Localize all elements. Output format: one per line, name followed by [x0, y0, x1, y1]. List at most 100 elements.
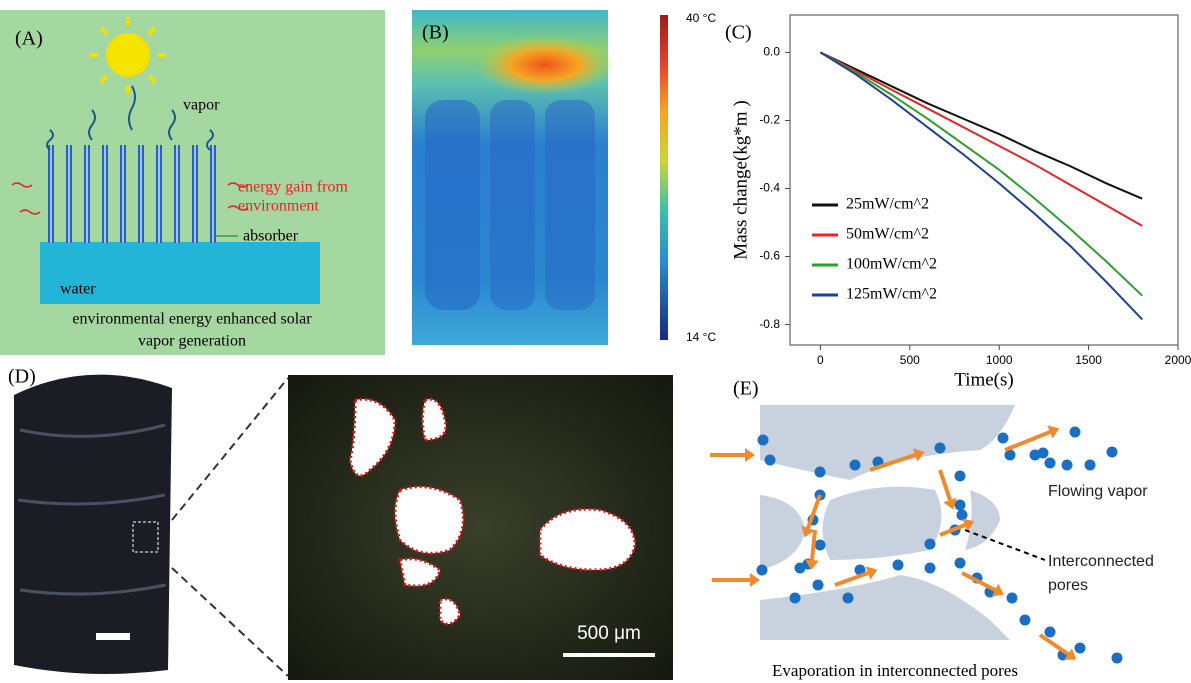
molecule: [955, 471, 966, 482]
x-tick-label: 500: [900, 353, 920, 367]
absorber-core: [212, 145, 214, 243]
absorber-core: [122, 145, 124, 243]
panel-a: (A) vapor energy gain from environment a…: [0, 10, 385, 355]
colorbar-label: 14 °C: [686, 330, 716, 344]
label: water: [60, 281, 96, 298]
molecule: [765, 455, 776, 466]
panel-b: (B) 40 °C 14 °C: [412, 10, 716, 345]
arrow-shaft: [1040, 635, 1068, 654]
molecule: [1045, 458, 1056, 469]
absorber-core: [104, 145, 106, 243]
molecule: [758, 435, 769, 446]
colorbar-label: 40 °C: [686, 11, 716, 25]
panel-label: (D): [8, 366, 36, 388]
panel-label: (B): [422, 22, 449, 44]
y-tick-label: -0.2: [759, 113, 780, 127]
column: [490, 100, 535, 310]
line-series: [820, 52, 1142, 319]
y-tick-label: -0.6: [759, 249, 780, 263]
molecule: [813, 580, 824, 591]
hot-spot: [475, 35, 615, 95]
molecule: [955, 500, 966, 511]
caption: vapor generation: [138, 333, 246, 350]
absorber-core: [176, 145, 178, 243]
molecule: [935, 443, 946, 454]
absorber-core: [50, 145, 52, 243]
sample-photo: [14, 375, 172, 674]
label: Flowing vapor: [1048, 483, 1148, 500]
zoom-line: [172, 568, 288, 676]
molecule: [850, 460, 861, 471]
molecule: [1085, 460, 1096, 471]
solid-region: [823, 487, 942, 560]
legend-label: 125mW/cm^2: [846, 286, 937, 303]
arrow-head: [750, 573, 760, 587]
scale-bar: [563, 653, 655, 657]
y-tick-label: -0.8: [759, 317, 780, 331]
label: environment: [238, 198, 319, 215]
molecule: [790, 593, 801, 604]
column: [425, 100, 480, 310]
x-axis-title: Time(s): [954, 369, 1013, 390]
molecule: [1020, 615, 1031, 626]
label: vapor: [183, 97, 220, 114]
molecule: [815, 540, 826, 551]
absorber-core: [194, 145, 196, 243]
molecule: [893, 560, 904, 571]
caption: Evaporation in interconnected pores: [772, 661, 1018, 680]
molecule: [955, 558, 966, 569]
molecule: [998, 433, 1009, 444]
x-tick-label: 1500: [1075, 353, 1102, 367]
legend-label: 25mW/cm^2: [846, 196, 929, 213]
x-tick-label: 2000: [1165, 353, 1191, 367]
molecule: [1007, 593, 1018, 604]
solid-region: [760, 575, 1010, 640]
caption: environmental energy enhanced solar: [72, 311, 312, 328]
line-series: [820, 52, 1142, 198]
molecule: [795, 563, 806, 574]
molecule: [1075, 643, 1086, 654]
arrow-shaft: [835, 573, 868, 585]
absorber-core: [158, 145, 160, 243]
panel-e: (E) Flowing vapor Interconnected pores E…: [710, 378, 1154, 680]
molecule: [815, 467, 826, 478]
zoom-line: [172, 378, 288, 520]
solid-region: [760, 405, 1015, 480]
label: Interconnected: [1048, 553, 1154, 570]
arrow-shaft: [940, 470, 950, 500]
panel-label: (A): [15, 28, 43, 50]
molecule: [757, 565, 768, 576]
label: energy gain from: [238, 179, 348, 196]
x-tick-label: 0: [817, 353, 824, 367]
x-tick-label: 1000: [986, 353, 1013, 367]
molecule: [1112, 653, 1123, 664]
y-tick-label: -0.4: [759, 181, 780, 195]
arrow-shaft: [812, 530, 815, 560]
molecule: [1045, 627, 1056, 638]
y-tick-label: 0.0: [763, 45, 780, 59]
label: pores: [1048, 577, 1088, 594]
molecule: [1030, 450, 1041, 461]
y-axis-title: Mass change(kg*m ): [730, 100, 751, 259]
column: [545, 100, 595, 310]
absorber-core: [140, 145, 142, 243]
colorbar: [660, 15, 668, 340]
arrow-shaft: [1005, 432, 1050, 450]
molecule: [925, 563, 936, 574]
molecule: [1062, 460, 1073, 471]
molecule: [957, 510, 968, 521]
legend-label: 100mW/cm^2: [846, 256, 937, 273]
molecule: [843, 593, 854, 604]
figure: (A) vapor energy gain from environment a…: [0, 0, 1191, 683]
absorber-core: [86, 145, 88, 243]
scale-bar: [96, 633, 130, 640]
panel-label: (E): [733, 378, 759, 400]
molecule: [925, 539, 936, 550]
arrow-head: [745, 448, 755, 462]
solid-region: [760, 495, 805, 570]
molecule: [1070, 427, 1081, 438]
scale-label: 500 μm: [577, 623, 641, 644]
panel-d: (D) 500 μm: [8, 366, 673, 680]
label: absorber: [243, 228, 299, 245]
